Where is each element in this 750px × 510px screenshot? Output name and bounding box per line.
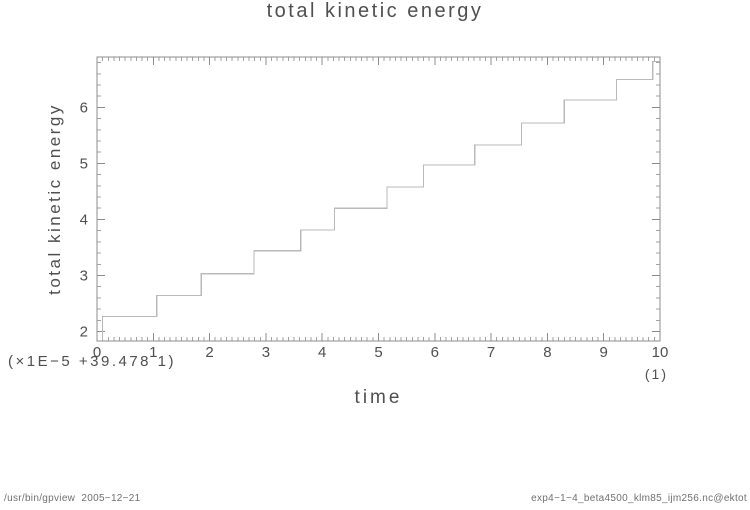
x-tick-label: 9 <box>600 344 608 361</box>
x-tick-label: 0 <box>93 344 101 361</box>
minor-ticks <box>97 57 660 341</box>
y-tick-label: 3 <box>80 267 88 284</box>
x-tick-label: 6 <box>431 344 439 361</box>
plot-frame <box>96 56 661 342</box>
footer-data-filename: exp4−1−4_beta4500_klm85_ijm256.nc@ektot <box>531 493 747 504</box>
x-tick-label: 1 <box>149 344 157 361</box>
x-tick-label: 4 <box>318 344 326 361</box>
plot-canvas: 0 1 2 3 4 5 6 7 8 9 10 2 3 4 5 6 <box>80 56 669 361</box>
x-axis-unit-note: (1) <box>644 366 668 382</box>
y-tick-label: 6 <box>80 99 88 116</box>
y-tick-label: 2 <box>80 323 88 340</box>
kinetic-energy-curve <box>101 60 660 340</box>
y-axis-title: total kinetic energy <box>45 103 64 295</box>
x-tick-label: 7 <box>487 344 495 361</box>
y-tick-label: 4 <box>80 211 88 228</box>
footer-command-date: /usr/bin/gpview 2005−12−21 <box>4 493 141 504</box>
y-tick-label: 5 <box>80 155 88 172</box>
x-tick-label: 10 <box>652 344 669 361</box>
x-axis-title: time <box>354 387 403 408</box>
x-tick-label: 2 <box>205 344 213 361</box>
x-tick-label: 8 <box>543 344 551 361</box>
x-tick-label: 3 <box>262 344 270 361</box>
x-tick-label: 5 <box>374 344 382 361</box>
x-axis-scale-factor: (×1E−5 +39.478 1) <box>8 353 177 370</box>
plot-title: total kinetic energy <box>266 0 484 22</box>
